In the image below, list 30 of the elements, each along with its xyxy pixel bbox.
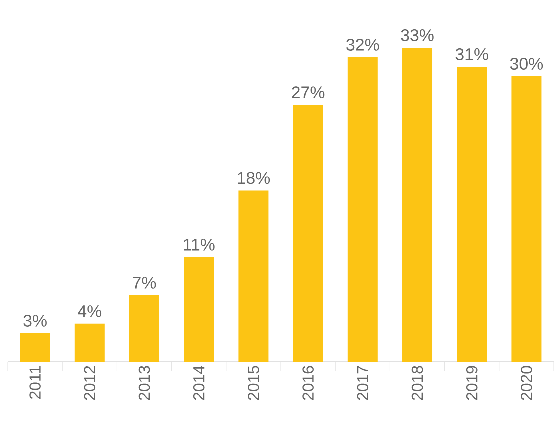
data-label: 27%	[292, 86, 325, 99]
bar	[457, 66, 488, 362]
data-label: 3%	[24, 314, 47, 327]
x-tick-label: 2018	[412, 366, 424, 400]
x-tick-label: 2014	[193, 366, 205, 400]
x-tick-label: 2017	[357, 366, 369, 400]
bar	[348, 57, 378, 362]
data-label: 7%	[133, 277, 156, 289]
data-label: 33%	[401, 29, 434, 42]
x-tick-label: 2015	[248, 366, 260, 400]
x-tick-label: 2013	[138, 366, 150, 400]
bar	[130, 295, 160, 362]
x-tick-label: 2011	[30, 366, 41, 399]
bar	[402, 48, 433, 362]
bar	[184, 257, 214, 362]
bar	[238, 190, 269, 362]
bar	[20, 333, 50, 362]
x-tick-label: 2019	[466, 366, 478, 400]
bar	[293, 105, 324, 362]
data-label: 32%	[346, 38, 380, 51]
data-label: 30%	[510, 58, 544, 70]
x-tick-label: 2016	[302, 366, 314, 400]
x-tick-label: 2012	[84, 366, 96, 400]
data-label: 4%	[78, 306, 102, 318]
data-label: 31%	[456, 48, 488, 60]
data-label: 11%	[184, 238, 215, 251]
x-tick-label: 2020	[521, 366, 532, 400]
data-label: 18%	[238, 172, 270, 184]
bar	[74, 324, 105, 362]
bar	[512, 76, 542, 362]
